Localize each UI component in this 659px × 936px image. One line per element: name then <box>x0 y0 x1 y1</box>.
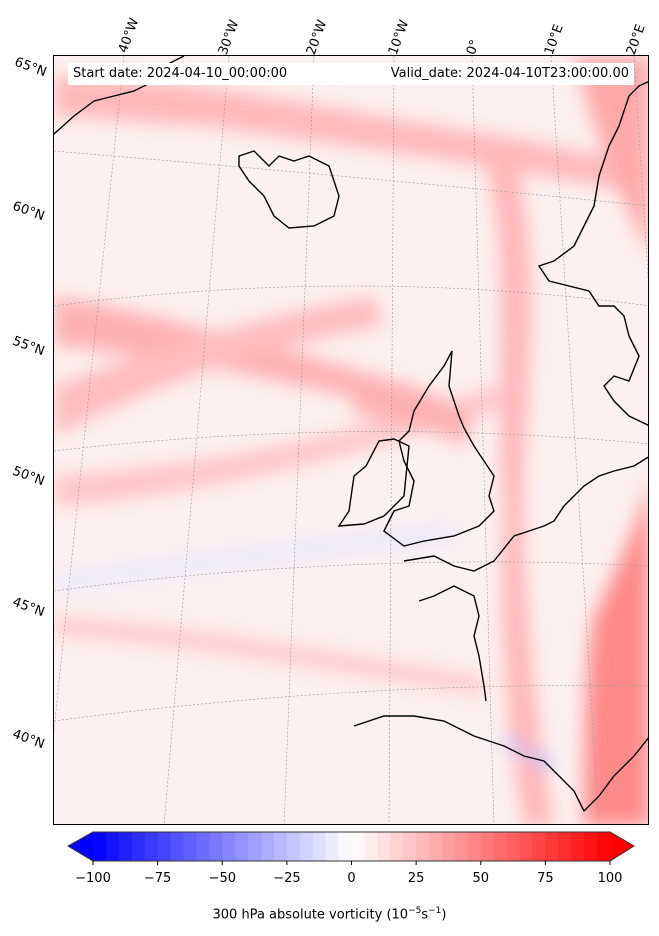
colorbar-bin <box>597 832 611 861</box>
colorbar-bin <box>286 832 301 861</box>
colorbar-bin <box>118 832 133 861</box>
colorbar-bin <box>351 832 365 861</box>
colorbar-tick: 75 <box>537 871 554 886</box>
colorbar-bin <box>506 832 521 861</box>
colorbar-bin <box>416 832 430 861</box>
colorbar-bin <box>273 832 288 861</box>
map-canvas <box>54 56 648 824</box>
colorbar <box>67 831 635 865</box>
lat-label: 55°N <box>10 333 47 360</box>
colorbar-bin <box>532 832 546 861</box>
lon-label: 20°E <box>623 22 649 57</box>
colorbar-bin <box>403 832 417 861</box>
colorbar-bin <box>261 832 275 861</box>
colorbar-extend-min <box>68 832 93 861</box>
colorbar-label: 300 hPa absolute vorticity (10−5s−1) <box>0 906 659 922</box>
colorbar-bin <box>493 832 508 861</box>
colorbar-tick: 50 <box>472 871 490 886</box>
colorbar-tick: 0 <box>347 871 356 886</box>
colorbar-bin <box>377 832 391 861</box>
lon-label: 10°E <box>541 22 567 57</box>
start-date: Start date: 2024-04-10_00:00:00 <box>73 66 288 81</box>
colorbar-bin <box>248 832 262 861</box>
colorbar-tick: −75 <box>143 871 172 886</box>
colorbar-bin <box>183 832 197 861</box>
colorbar-bin <box>222 832 236 861</box>
colorbar-bin <box>209 832 223 861</box>
colorbar-bin <box>312 832 327 861</box>
date-banner: Start date: 2024-04-10_00:00:00 Valid_da… <box>68 63 634 85</box>
colorbar-bin <box>196 832 210 861</box>
colorbar-label-end: ) <box>441 907 447 923</box>
lat-label: 50°N <box>10 463 47 490</box>
lat-label: 65°N <box>12 54 49 81</box>
colorbar-bin <box>131 832 146 861</box>
colorbar-bin <box>584 832 598 861</box>
lon-label: 10°W <box>385 18 413 57</box>
colorbar-tick: 25 <box>407 871 425 886</box>
colorbar-bin <box>235 832 249 861</box>
colorbar-tick: −25 <box>273 871 301 886</box>
vorticity-field <box>54 56 648 824</box>
colorbar-bin <box>467 832 482 861</box>
colorbar-label-exp: −5 <box>408 906 422 916</box>
colorbar-bin <box>170 832 184 861</box>
colorbar-bin <box>105 832 120 861</box>
vorticity-map <box>53 55 649 825</box>
colorbar-extend-max <box>610 832 634 861</box>
colorbar-bin <box>390 832 404 861</box>
lon-label: 30°W <box>215 18 243 57</box>
coastlines <box>54 56 648 813</box>
colorbar-bin <box>93 832 107 861</box>
lon-label: 20°W <box>303 18 331 57</box>
colorbar-bin <box>480 832 495 861</box>
graticule <box>54 56 648 824</box>
colorbar-bin <box>144 832 159 861</box>
colorbar-tick: −100 <box>75 871 111 886</box>
colorbar-bin <box>519 832 533 861</box>
colorbar-label-text: 300 hPa absolute vorticity (10 <box>212 907 409 923</box>
lon-label: 40°W <box>115 16 143 55</box>
colorbar-bin <box>157 832 172 861</box>
lat-label: 40°N <box>10 726 47 753</box>
lat-label: 45°N <box>10 594 47 621</box>
colorbar-bin <box>338 832 352 861</box>
colorbar-tick: −50 <box>208 871 237 886</box>
colorbar-tick: 100 <box>597 871 623 886</box>
colorbar-bin <box>545 832 559 861</box>
colorbar-label-unit: s <box>421 907 429 923</box>
colorbar-bin <box>364 832 378 861</box>
colorbar-bin <box>325 832 340 861</box>
lat-label: 60°N <box>10 198 47 225</box>
colorbar-bin <box>454 832 469 861</box>
colorbar-bin <box>299 832 314 861</box>
colorbar-bin <box>429 832 443 861</box>
colorbar-label-exp: −1 <box>428 906 442 916</box>
valid-date: Valid_date: 2024-04-10T23:00:00.00 <box>390 66 629 81</box>
colorbar-bin <box>558 832 572 861</box>
colorbar-bin <box>441 832 456 861</box>
colorbar-bin <box>571 832 585 861</box>
